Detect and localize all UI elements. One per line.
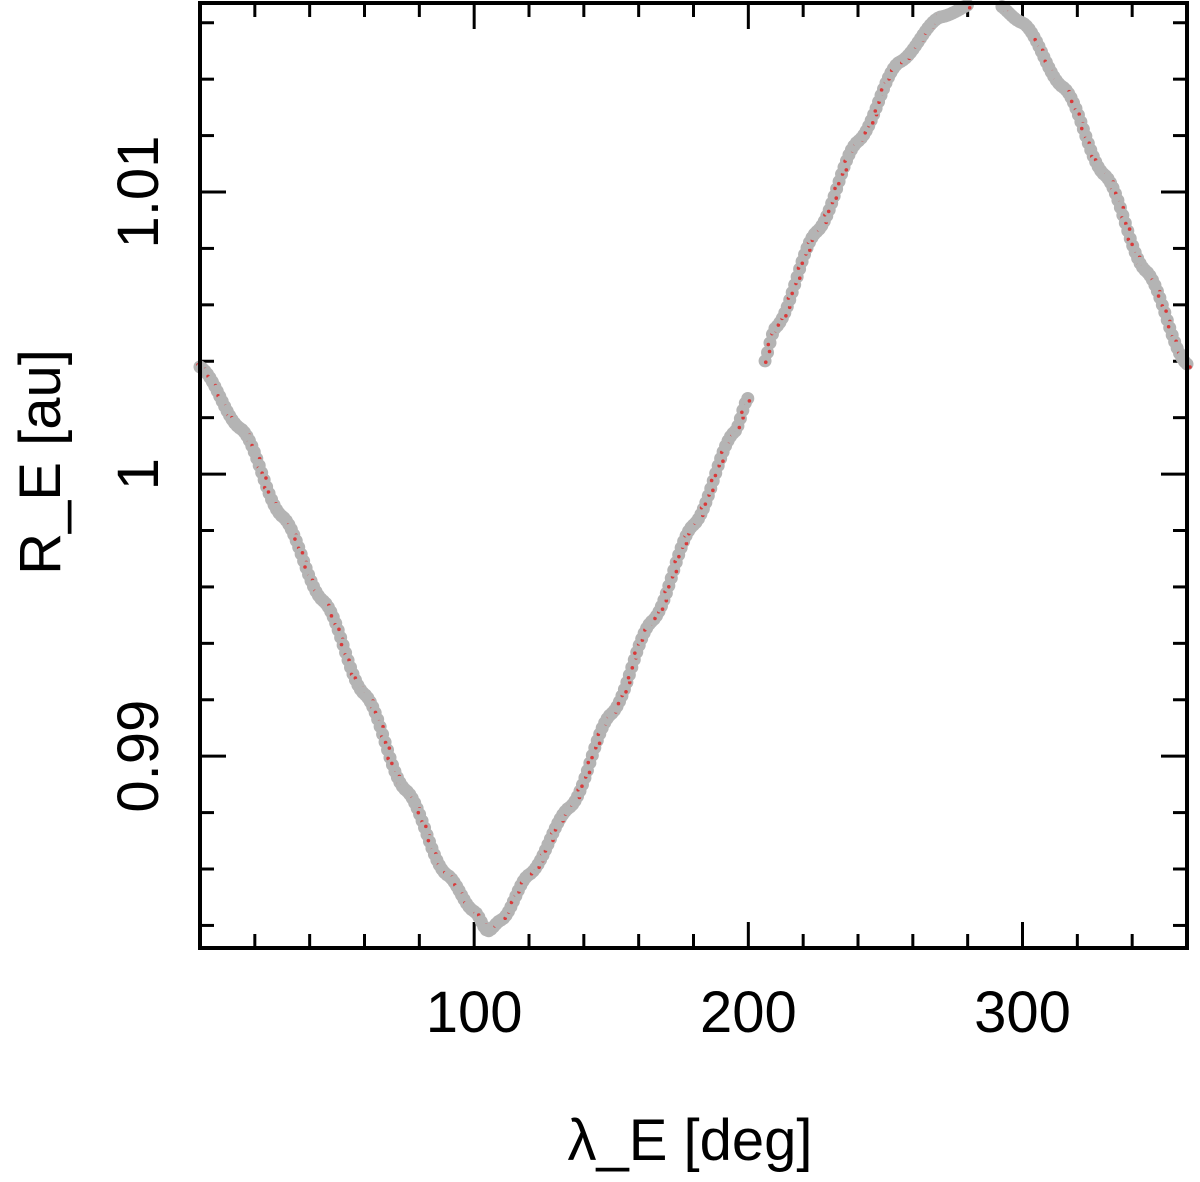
y-tick-label: 0.99	[106, 700, 171, 813]
data-point-red	[587, 770, 592, 775]
data-point-red	[741, 416, 745, 420]
data-point-red	[826, 209, 831, 214]
data-point-red	[424, 824, 428, 829]
data-point-red	[627, 680, 632, 685]
data-point-red	[293, 537, 297, 541]
data-point-red	[1121, 205, 1126, 210]
data-point-red	[616, 701, 621, 706]
data-point-red	[624, 689, 628, 694]
data-point-red	[776, 323, 781, 327]
data-point-red	[626, 675, 631, 680]
data-point-red	[590, 755, 594, 760]
data-point-red	[766, 342, 771, 347]
major-ticks	[200, 3, 1187, 948]
y-tick-label: 1.01	[106, 136, 171, 249]
data-point-red	[1188, 365, 1192, 369]
data-point-red	[967, 5, 972, 10]
data-point-red	[873, 109, 878, 113]
data-point-red	[834, 196, 839, 200]
data-point-red	[303, 565, 307, 569]
data-point-red	[633, 651, 637, 655]
data-point-red	[1069, 99, 1074, 104]
data-point-red	[580, 784, 584, 789]
data-point-red	[711, 488, 715, 493]
plot-frame	[198, 1, 1189, 950]
data-point-red	[713, 473, 718, 478]
data-point-red	[1166, 324, 1171, 329]
data-point-red	[1079, 126, 1084, 131]
data-point-red	[790, 291, 794, 296]
data-point-red	[630, 666, 635, 670]
y-axis-label: R_E [au]	[8, 349, 73, 575]
x-tick-labels: 100 200 300	[426, 980, 1071, 1045]
data-point-red	[586, 760, 591, 765]
x-tick-label: 100	[426, 980, 523, 1045]
data-point-red	[703, 502, 708, 506]
data-point-red	[767, 349, 772, 354]
data-point-red	[763, 360, 768, 365]
x-tick-label: 200	[700, 980, 797, 1045]
data-point-red	[800, 261, 805, 266]
data-point-red	[1077, 112, 1082, 116]
data-point-red	[747, 399, 752, 403]
data-point-red	[836, 181, 841, 186]
data-point-red	[709, 478, 714, 483]
x-tick-label: 300	[974, 980, 1071, 1045]
minor-ticks	[200, 3, 1187, 948]
data-point-red	[787, 305, 792, 310]
data-point-red	[784, 313, 788, 318]
data-point-red	[879, 88, 884, 92]
x-axis-label: λ_E [deg]	[567, 1108, 812, 1173]
data-points	[193, 0, 1194, 938]
data-point-red	[339, 642, 344, 647]
data-point-red	[1130, 242, 1134, 247]
data-point-red	[1124, 221, 1128, 226]
data-point-red	[1164, 309, 1168, 313]
data-point-red	[844, 168, 849, 172]
data-point-red	[740, 410, 744, 415]
data-point-red	[390, 761, 394, 766]
data-point-red	[597, 741, 602, 746]
data-point-red	[329, 614, 334, 618]
y-tick-label: 1	[106, 458, 171, 490]
data-point-red	[660, 607, 665, 611]
data-point-red	[684, 541, 689, 546]
data-point-red	[737, 425, 742, 430]
data-point-red	[677, 554, 681, 559]
data-point-red	[808, 248, 812, 252]
data-point-red	[797, 276, 802, 281]
data-point-red	[1127, 227, 1132, 231]
data-point-red	[387, 746, 392, 750]
data-point-red	[381, 724, 385, 729]
data-point-red	[721, 459, 725, 464]
data-point-red	[653, 616, 657, 621]
y-tick-labels: 0.99 1 1.01	[106, 136, 171, 813]
data-point-red	[337, 627, 341, 632]
data-point-red	[664, 598, 669, 603]
data-point	[741, 391, 755, 405]
data-point-red	[264, 476, 268, 480]
data-point-red	[674, 569, 679, 574]
data-point-red	[870, 121, 875, 125]
data-point-red	[300, 550, 305, 555]
data-point-red	[509, 900, 514, 905]
data-point-red	[416, 810, 421, 815]
data-point-red	[1156, 294, 1161, 298]
data-point-red	[426, 838, 431, 843]
data-point-red	[266, 490, 271, 494]
data-point-red	[667, 585, 671, 589]
data-point-red	[383, 740, 388, 745]
data-point-red	[833, 186, 837, 191]
